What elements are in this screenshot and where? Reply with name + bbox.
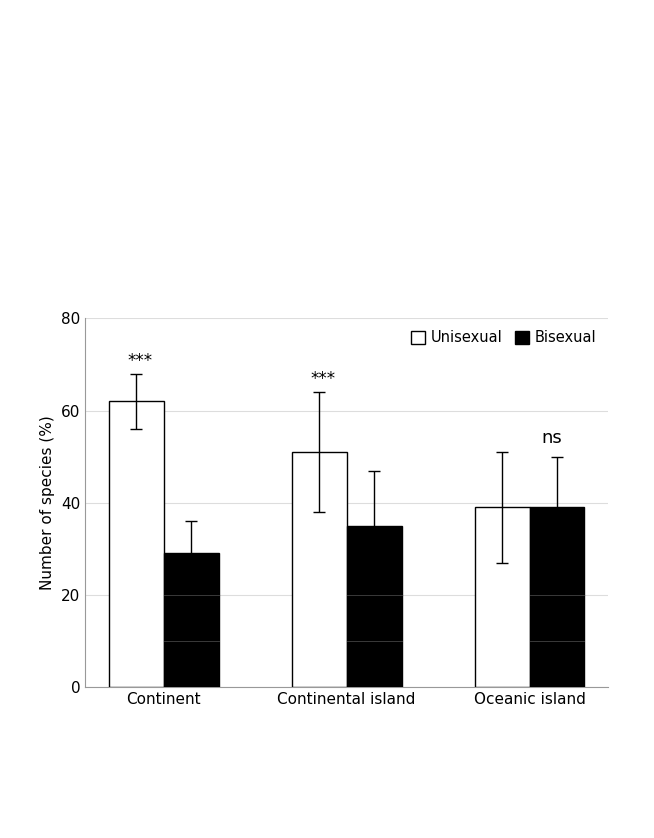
Text: ns: ns [541,428,562,447]
Bar [109,401,164,687]
Bar [292,453,347,687]
Text: ***: *** [128,352,152,370]
Bar [164,554,218,687]
Bar [475,508,530,687]
Legend: Unisexual, Bisexual: Unisexual, Bisexual [406,326,601,349]
Bar [530,508,585,687]
Text: ***: *** [310,370,336,389]
Y-axis label: Number of species (%): Number of species (%) [41,416,55,590]
Bar [347,526,402,687]
